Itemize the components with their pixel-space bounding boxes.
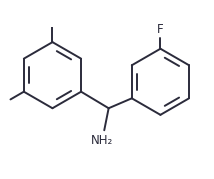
Text: F: F xyxy=(157,23,164,35)
Text: NH₂: NH₂ xyxy=(91,134,113,147)
